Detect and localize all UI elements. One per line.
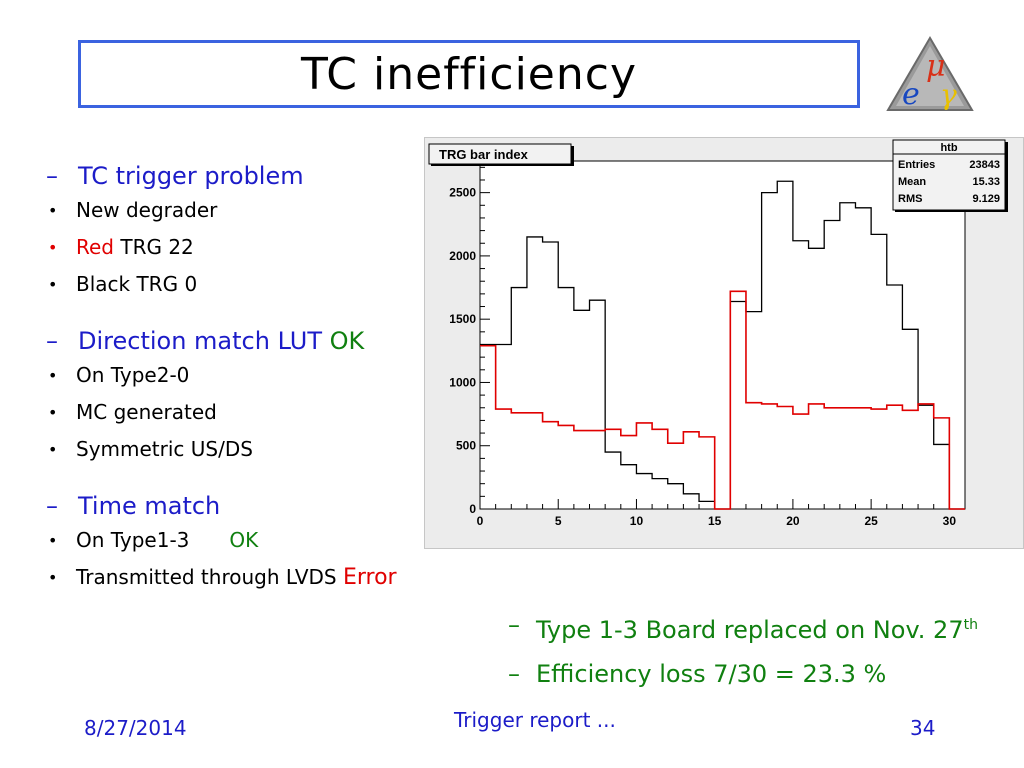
time-ok-status: OK (229, 528, 259, 552)
item-symmetric: Symmetric US/DS (40, 431, 490, 468)
histogram-panel: 0 500 1000 1500 2000 2500 0 5 10 15 20 25 30 TRG ba… (424, 137, 1024, 549)
logo-letter-e: e (902, 77, 920, 112)
y-tick-label: 0 (469, 502, 476, 516)
heading-time-match: Time match (40, 490, 490, 522)
x-tick-label: 0 (477, 514, 484, 528)
item-mc-generated: MC generated (40, 394, 490, 431)
footer-page-number: 34 (910, 716, 936, 740)
x-tick-label: 25 (864, 514, 878, 528)
footer-title: Trigger report ... (454, 708, 616, 732)
lvds-error-status: Error (342, 565, 397, 590)
logo-letter-mu: μ (926, 49, 946, 84)
stats-label-mean: Mean (898, 176, 926, 188)
type1-3-text: On Type1-3 (76, 528, 190, 552)
item-lvds: Transmitted through LVDS Error (40, 559, 490, 596)
red-word: Red (76, 235, 114, 259)
series-group (480, 180, 965, 510)
y-tick-label: 1000 (449, 375, 476, 389)
series-line-1 (480, 290, 965, 510)
heading-tc-trigger: TC trigger problem (40, 160, 490, 192)
heading-direction-text: Direction match LUT (78, 327, 322, 355)
stats-value-mean: 15.33 (972, 176, 1000, 188)
meg-logo-icon: μ e γ (886, 36, 974, 112)
y-tick-label: 2000 (449, 249, 476, 263)
plot-frame (479, 160, 966, 510)
trg-bar-index-histogram: 0 500 1000 1500 2000 2500 0 5 10 15 20 25 30 TRG ba… (428, 139, 1008, 528)
bullet-list: TC trigger problem New degrader Red TRG … (40, 160, 490, 596)
item-red-trg: Red TRG 22 (40, 229, 490, 266)
x-tick-label: 30 (943, 514, 957, 528)
stats-label-entries: Entries (898, 159, 935, 171)
x-tick-label: 5 (555, 514, 562, 528)
x-tick-label: 10 (630, 514, 644, 528)
note-board-replaced-sup: th (963, 617, 978, 633)
stats-label-rms: RMS (898, 193, 922, 205)
note-board-replaced-text: Type 1-3 Board replaced on Nov. 27 (536, 616, 964, 644)
direction-ok-status: OK (329, 327, 365, 355)
heading-tc-trigger-text: TC trigger problem (78, 162, 304, 190)
chart-title: TRG bar index (439, 147, 529, 162)
logo-letter-gamma: γ (940, 78, 957, 111)
y-tick-label: 500 (456, 439, 476, 453)
stats-box: htb Entries 23843 Mean 15.33 RMS 9.129 (892, 139, 1008, 212)
title-box: TC inefficiency (78, 40, 860, 108)
x-tick-label: 15 (708, 514, 722, 528)
stats-name: htb (940, 142, 957, 154)
stats-value-entries: 23843 (969, 159, 1000, 171)
lvds-text: Transmitted through LVDS (76, 565, 337, 589)
y-axis: 0 500 1000 1500 2000 2500 (449, 166, 490, 516)
y-tick-label: 1500 (449, 312, 476, 326)
heading-time-text: Time match (78, 492, 221, 520)
red-trg-value: TRG 22 (120, 235, 194, 259)
heading-direction-match: Direction match LUT OK (40, 325, 490, 357)
item-new-degrader: New degrader (40, 192, 490, 229)
item-black-trg: Black TRG 0 (40, 266, 490, 303)
slide-title: TC inefficiency (301, 48, 637, 100)
item-type1-3: On Type1-3 OK (40, 522, 490, 559)
footer-date: 8/27/2014 (84, 716, 187, 740)
x-tick-label: 20 (786, 514, 800, 528)
notes: Type 1-3 Board replaced on Nov. 27th Eff… (508, 610, 1018, 703)
stats-value-rms: 9.129 (972, 193, 1000, 205)
y-tick-label: 2500 (449, 186, 476, 200)
item-type2-0: On Type2-0 (40, 357, 490, 394)
note-efficiency-loss: Efficiency loss 7/30 = 23.3 % (508, 659, 1018, 689)
note-board-replaced: Type 1-3 Board replaced on Nov. 27th (508, 610, 1018, 645)
chart-title-box: TRG bar index (428, 143, 574, 166)
